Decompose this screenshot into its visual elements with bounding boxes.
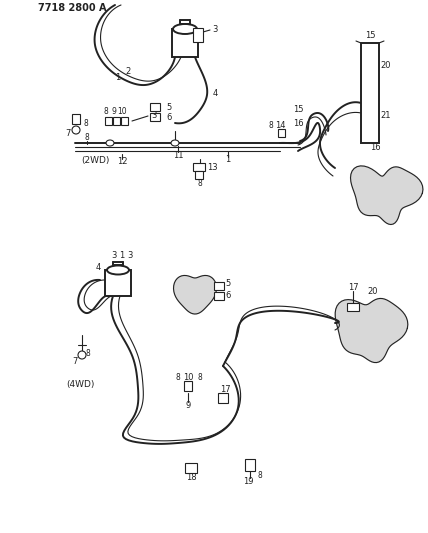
Text: (4WD): (4WD) <box>66 381 94 390</box>
Text: 3: 3 <box>127 252 133 261</box>
Text: 17: 17 <box>220 385 230 394</box>
Text: 14: 14 <box>275 120 285 130</box>
Bar <box>105 270 131 296</box>
Text: 5: 5 <box>226 279 231 288</box>
Text: 8: 8 <box>198 374 202 383</box>
Text: 8: 8 <box>85 133 89 142</box>
Text: 6: 6 <box>166 112 172 122</box>
Text: 7718 2800 A: 7718 2800 A <box>38 3 107 13</box>
Polygon shape <box>173 276 217 314</box>
Text: 1: 1 <box>119 252 125 261</box>
Bar <box>193 163 205 171</box>
Bar <box>121 117 128 125</box>
Ellipse shape <box>171 140 179 146</box>
Text: 4: 4 <box>212 88 217 98</box>
Bar <box>278 129 285 137</box>
Bar <box>150 103 160 111</box>
Circle shape <box>78 351 86 359</box>
Text: 10: 10 <box>117 108 127 117</box>
Text: 8: 8 <box>175 374 180 383</box>
Bar <box>105 117 112 125</box>
Text: 3: 3 <box>212 26 218 35</box>
Text: 18: 18 <box>186 473 196 482</box>
Bar <box>245 459 255 471</box>
Text: 20: 20 <box>368 287 378 295</box>
Bar <box>172 29 198 57</box>
Bar <box>347 303 359 311</box>
Text: 15: 15 <box>293 104 303 114</box>
Text: 17: 17 <box>348 284 358 293</box>
Ellipse shape <box>106 140 114 146</box>
Text: 10: 10 <box>183 374 193 383</box>
Text: 15: 15 <box>365 31 375 41</box>
Text: 1: 1 <box>116 74 121 83</box>
Circle shape <box>72 126 80 134</box>
Text: 8: 8 <box>258 472 262 481</box>
Polygon shape <box>351 166 423 224</box>
Text: 9: 9 <box>185 400 190 409</box>
Text: 11: 11 <box>173 150 183 159</box>
Text: 6: 6 <box>225 292 231 301</box>
Text: 5: 5 <box>166 102 172 111</box>
Text: 7: 7 <box>72 357 78 366</box>
Text: 3: 3 <box>111 252 117 261</box>
Bar <box>150 113 160 121</box>
Ellipse shape <box>107 265 129 274</box>
Bar <box>214 292 224 300</box>
Text: 21: 21 <box>381 110 391 119</box>
Bar <box>195 171 203 179</box>
Text: 8: 8 <box>104 108 108 117</box>
Bar <box>184 381 192 391</box>
Text: 9: 9 <box>112 108 116 117</box>
Text: 8: 8 <box>198 179 202 188</box>
Text: 8: 8 <box>86 349 90 358</box>
Bar <box>185 463 197 473</box>
Text: (2WD): (2WD) <box>81 157 109 166</box>
Bar <box>193 28 203 42</box>
Text: 3: 3 <box>152 110 157 119</box>
Bar <box>214 282 224 290</box>
Text: 8: 8 <box>83 119 88 128</box>
Text: 20: 20 <box>381 61 391 69</box>
Bar <box>113 117 120 125</box>
Bar <box>218 393 228 403</box>
Text: 1: 1 <box>226 156 231 165</box>
Ellipse shape <box>173 24 197 34</box>
Text: 19: 19 <box>243 478 253 487</box>
Text: 13: 13 <box>207 163 217 172</box>
Bar <box>361 43 379 143</box>
Bar <box>72 114 80 124</box>
Text: 8: 8 <box>269 120 273 130</box>
Text: 12: 12 <box>117 157 127 166</box>
Polygon shape <box>335 298 408 362</box>
Text: 2: 2 <box>125 67 131 76</box>
Text: 7: 7 <box>65 130 71 139</box>
Text: 4: 4 <box>95 263 101 272</box>
Text: 16: 16 <box>293 118 303 127</box>
Text: 16: 16 <box>370 142 380 151</box>
